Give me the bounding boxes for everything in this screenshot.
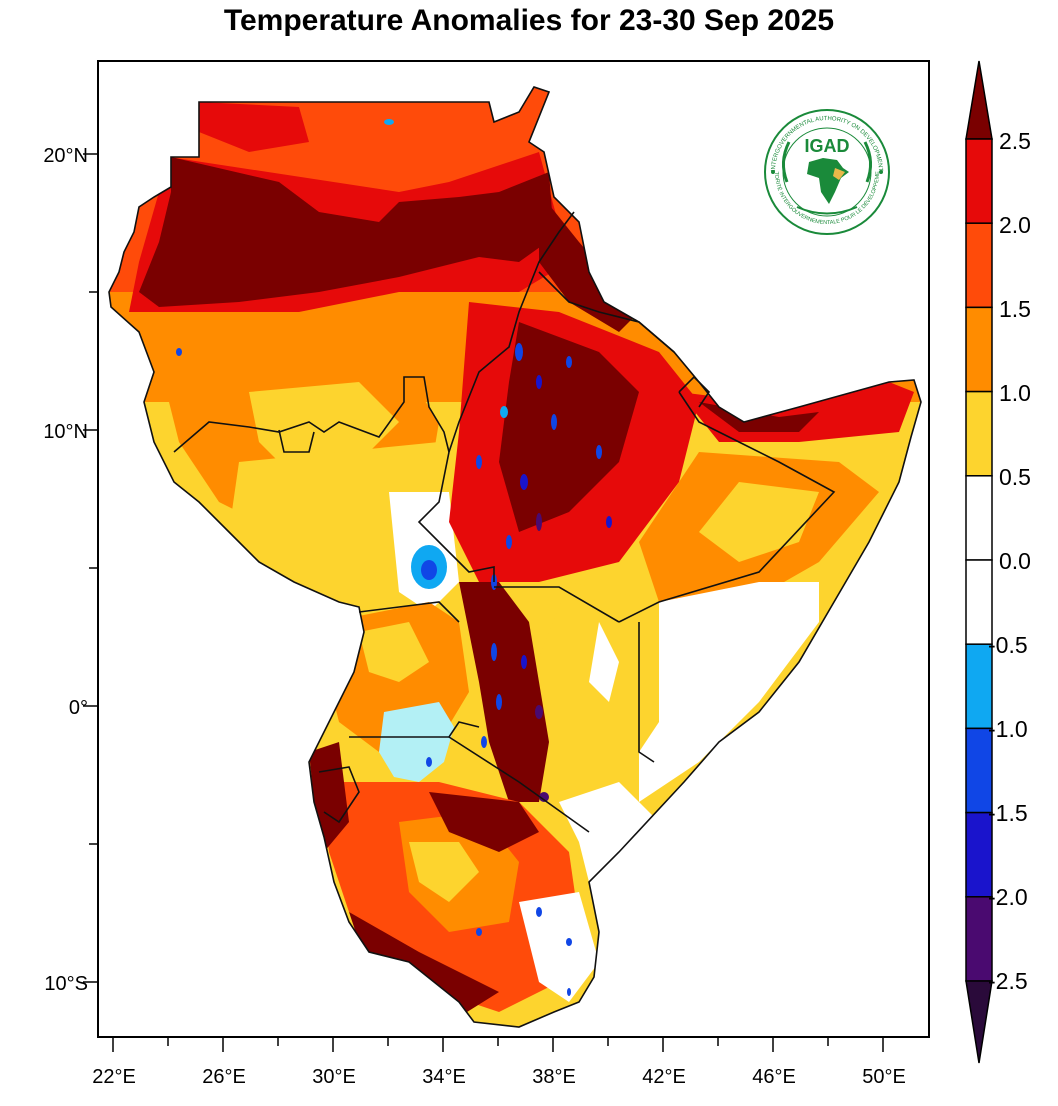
highland-cold-spots [176,119,612,996]
country-borders [108,86,922,1028]
x-tick-label: 22°E [92,1066,136,1088]
colorbar-bin [965,559,993,645]
colorbar-label: 1.0 [999,380,1031,406]
colorbar-label: 0.5 [999,464,1031,490]
colorbar-bin [965,475,993,561]
colorbar-label: 2.0 [999,212,1031,238]
map-panel: IGAD INTERGOVERNMENTAL AUTHORITY ON DEVE… [97,60,930,1038]
igad-logo: IGAD INTERGOVERNMENTAL AUTHORITY ON DEVE… [764,109,890,235]
x-tick-label: 34°E [422,1066,466,1088]
colorbar [965,60,993,1064]
colorbar-label: 0.0 [999,548,1031,574]
x-tick-label: 50°E [862,1066,906,1088]
colorbar-label: -2.0 [988,884,1028,910]
x-tick-label: 42°E [642,1066,686,1088]
anomaly-map: IGAD INTERGOVERNMENTAL AUTHORITY ON DEVE… [108,86,922,1028]
colorbar-label: -2.5 [988,968,1028,994]
colorbar-bin [965,980,993,1064]
colorbar-bin [965,896,993,982]
colorbar-bin [965,811,993,898]
x-tick-label: 30°E [312,1066,356,1088]
colorbar-label: 2.5 [999,128,1031,154]
colorbar-label: 1.5 [999,296,1031,322]
y-tick-label: 0° [68,697,88,719]
y-tick-label: 20°N [43,145,88,167]
y-tick-label: 10°N [43,421,88,443]
colorbar-label: -1.0 [988,716,1028,742]
y-tick-label: 10°S [44,973,88,995]
colorbar-bin [965,60,993,140]
colorbar-bin [965,138,993,224]
colorbar-label: -1.5 [988,800,1028,826]
colorbar-label: -0.5 [988,632,1028,658]
colorbar-bin [965,390,993,477]
x-tick-label: 26°E [202,1066,246,1088]
colorbar-bin [965,306,993,393]
colorbar-bin [965,222,993,309]
x-tick-label: 46°E [752,1066,796,1088]
map-title: Temperature Anomalies for 23-30 Sep 2025 [223,4,835,37]
igad-acronym: IGAD [805,136,850,156]
x-tick-label: 38°E [532,1066,576,1088]
